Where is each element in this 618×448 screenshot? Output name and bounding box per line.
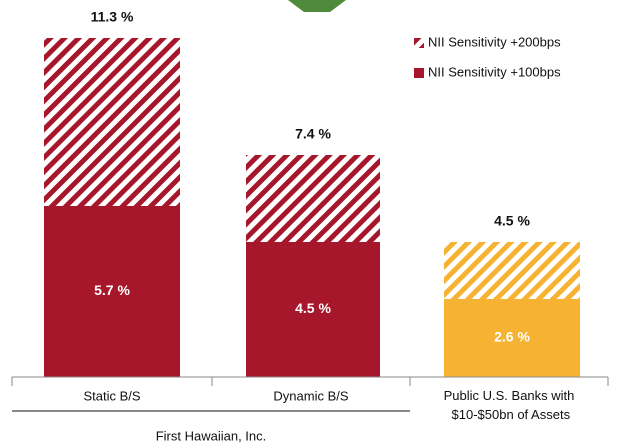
group-label: First Hawaiian, Inc. <box>156 428 267 443</box>
x-tick-label: Dynamic B/S <box>273 388 348 403</box>
x-tick-label: Public U.S. Banks with $10-$50bn of Asse… <box>444 388 575 422</box>
legend-swatch <box>414 38 424 48</box>
total-label: 4.5 % <box>494 213 530 229</box>
bar-segment <box>444 242 580 299</box>
bar-segment <box>44 38 180 206</box>
bar-segment <box>44 206 180 377</box>
bar-segment <box>246 155 380 242</box>
total-label: 11.3 % <box>91 9 134 25</box>
bar-segment <box>246 242 380 377</box>
x-tick-label: Static B/S <box>83 388 140 403</box>
value-label: 2.6 % <box>494 329 530 345</box>
legend-label: NII Sensitivity +200bps <box>428 34 561 49</box>
legend-label: NII Sensitivity +100bps <box>428 64 561 79</box>
value-label: 5.7 % <box>94 282 130 298</box>
total-label: 7.4 % <box>295 126 331 142</box>
decorative-shape <box>288 0 346 12</box>
legend-swatch <box>414 68 424 78</box>
value-label: 4.5 % <box>295 300 331 316</box>
bar-segment <box>444 299 580 377</box>
